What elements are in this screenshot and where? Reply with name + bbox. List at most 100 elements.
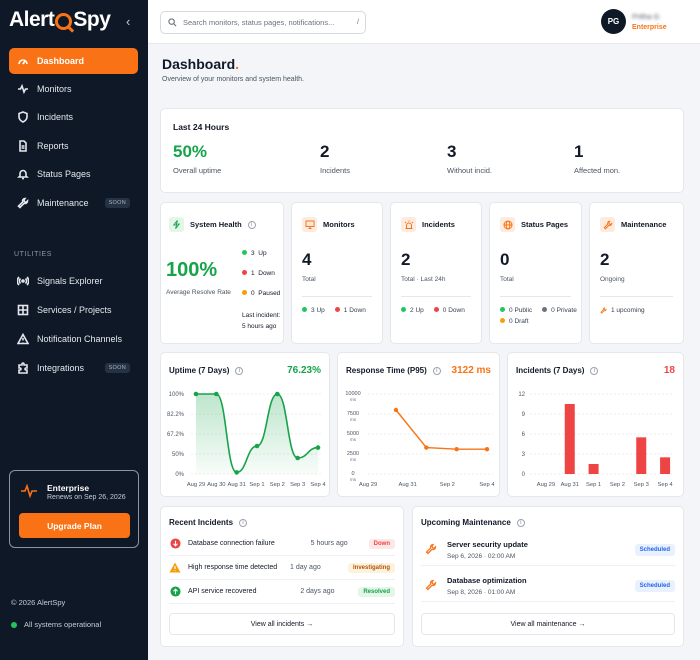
status-badge: Resolved <box>358 586 395 597</box>
sidebar-item-services-projects[interactable]: Services / Projects <box>9 297 138 323</box>
down-arrow-icon <box>169 538 181 550</box>
y-tick-label: 9 <box>522 412 526 418</box>
maintenance-card[interactable]: Maintenance 2 Ongoing 1 upcoming <box>589 202 684 344</box>
user-plan: Enterprise <box>632 24 667 31</box>
wrench-icon <box>600 307 607 314</box>
last-incident-value: 5 hours ago <box>242 323 277 330</box>
x-tick-label: Sep 4 <box>658 482 674 488</box>
sidebar-item-integrations[interactable]: Integrations SOON <box>9 355 138 381</box>
x-tick-label: Sep 4 <box>310 482 326 488</box>
info-icon[interactable]: i <box>590 366 599 375</box>
incident-row[interactable]: High response time detected 1 day ago In… <box>169 556 395 580</box>
incidents-headline-value: 18 <box>663 365 675 376</box>
incident-row[interactable]: Database connection failure 5 hours ago … <box>169 532 395 556</box>
incident-time: 2 days ago <box>300 588 335 595</box>
down-count: 0 Down <box>433 306 465 314</box>
y-tick-label: 10000 <box>345 391 360 397</box>
sidebar-item-dashboard[interactable]: Dashboard <box>9 48 138 74</box>
incidents-total-label: Total · Last 24h <box>401 276 446 283</box>
monitors-breakdown: 3 Up 1 Down <box>302 306 387 314</box>
incident-time: 1 day ago <box>289 564 321 571</box>
globe-icon <box>500 217 515 232</box>
status-badge: Investigating <box>347 562 395 573</box>
sidebar-item-signals-explorer[interactable]: Signals Explorer <box>9 268 138 294</box>
info-icon[interactable]: i <box>239 518 248 527</box>
y-tick-unit: ms <box>350 437 357 442</box>
bolt-icon <box>169 217 184 232</box>
plan-renewal-date: Renews on Sep 26, 2026 <box>47 494 126 501</box>
status-pages-card[interactable]: Status Pages 0 Total 0 Public 0 Private … <box>489 202 582 344</box>
incidents-chart-card: 12 9 6 3 0 Aug 29 Aug 31 Sep 1 Sep 2 Sep 3 Sep 4 I… <box>507 352 684 497</box>
y-tick-label: 5000 <box>347 431 359 437</box>
sidebar-item-notification-channels[interactable]: Notification Channels <box>9 326 138 352</box>
user-name[interactable]: Pritha G <box>632 12 660 21</box>
card-title: Maintenance <box>621 220 667 229</box>
stat-label: Overall uptime <box>173 166 222 175</box>
y-tick-label: 7500 <box>347 411 359 417</box>
sidebar-item-status-pages[interactable]: Status Pages <box>9 161 138 187</box>
y-tick-label: 0 <box>351 471 354 477</box>
sidebar-item-reports[interactable]: Reports <box>9 133 138 159</box>
y-tick-label: 12 <box>518 392 525 398</box>
chart-title: Response Time (P95) i <box>346 366 441 375</box>
maintenance-info: Server security update Sep 6, 2026 · 02:… <box>447 540 528 560</box>
status-pages-total: 0 <box>500 250 510 269</box>
shield-icon <box>17 111 29 123</box>
x-tick-label: Aug 31 <box>398 482 416 488</box>
plan-card: Enterprise Renews on Sep 26, 2026 Upgrad… <box>9 470 139 548</box>
maintenance-row[interactable]: Database optimization Sep 8, 2026 · 01:0… <box>421 570 675 602</box>
x-tick-label: Aug 29 <box>187 482 205 488</box>
incident-bar <box>564 404 575 474</box>
down-count: 1 Down <box>334 306 366 314</box>
system-health-card[interactable]: System Health i 100% Average Resolve Rat… <box>160 202 284 344</box>
status-badge: Scheduled <box>634 543 675 556</box>
monitor-state-list: 3 Up 1 Down 0 Paused <box>242 244 280 304</box>
app-logo[interactable]: Alert Spy <box>9 8 111 32</box>
last-24-hours-card: Last 24 Hours 50% Overall uptime 2 Incid… <box>160 108 684 193</box>
sidebar-item-incidents[interactable]: Incidents <box>9 104 138 130</box>
x-tick-label: Aug 31 <box>227 482 245 488</box>
up-count: 2 Up <box>401 306 424 314</box>
x-tick-label: Aug 30 <box>207 482 225 488</box>
x-tick-label: Sep 2 <box>610 482 625 488</box>
info-icon[interactable]: i <box>432 366 441 375</box>
search-box[interactable]: / <box>160 11 366 34</box>
stat-without-incidents: 3 Without incid. <box>447 142 492 175</box>
incidents-card[interactable]: Incidents 2 Total · Last 24h 2 Up 0 Down <box>390 202 482 344</box>
card-header: Status Pages <box>500 217 568 232</box>
uptime-point <box>214 391 219 397</box>
search-input[interactable] <box>183 18 353 27</box>
view-all-incidents-button[interactable]: View all incidents → <box>169 613 395 635</box>
maintenance-row[interactable]: Server security update Sep 6, 2026 · 02:… <box>421 534 675 566</box>
gauge-icon <box>17 55 29 67</box>
wrench-icon <box>425 543 437 557</box>
x-tick-label: Aug 31 <box>561 482 579 488</box>
info-icon[interactable]: i <box>235 366 244 375</box>
collapse-sidebar-icon[interactable]: ‹ <box>126 14 131 29</box>
logo-text-left: Alert <box>9 8 55 31</box>
info-icon[interactable]: i <box>516 518 525 527</box>
resolve-rate-label: Average Resolve Rate <box>166 289 231 296</box>
y-tick-label: 6 <box>522 432 526 438</box>
avatar[interactable]: PG <box>601 9 626 34</box>
sidebar-item-maintenance[interactable]: Maintenance SOON <box>9 190 138 216</box>
response-point <box>393 407 399 413</box>
divider <box>302 296 372 297</box>
uptime-point <box>295 455 300 461</box>
upgrade-plan-button[interactable]: Upgrade Plan <box>19 513 130 538</box>
incident-row[interactable]: API service recovered 2 days ago Resolve… <box>169 580 395 604</box>
view-all-maintenance-button[interactable]: View all maintenance → <box>421 613 675 635</box>
stat-label: Incidents <box>320 166 351 175</box>
incident-bar <box>636 437 647 474</box>
info-icon[interactable]: i <box>247 220 256 229</box>
uptime-point <box>254 443 260 449</box>
monitors-card[interactable]: Monitors 4 Total 3 Up 1 Down <box>291 202 383 344</box>
sidebar-item-monitors[interactable]: Monitors <box>9 76 138 102</box>
sidebar-item-label: Services / Projects <box>37 305 112 315</box>
incidents-chart: 12 9 6 3 0 Aug 29 Aug 31 Sep 1 Sep 2 Sep 3 Sep 4 <box>518 392 674 488</box>
soon-badge: SOON <box>104 198 130 208</box>
draft-count: 0 Draft <box>500 317 529 325</box>
stat-label: Without incid. <box>447 166 493 175</box>
card-header: Monitors <box>302 217 355 232</box>
incidents-breakdown: 2 Up 0 Down <box>401 306 486 314</box>
